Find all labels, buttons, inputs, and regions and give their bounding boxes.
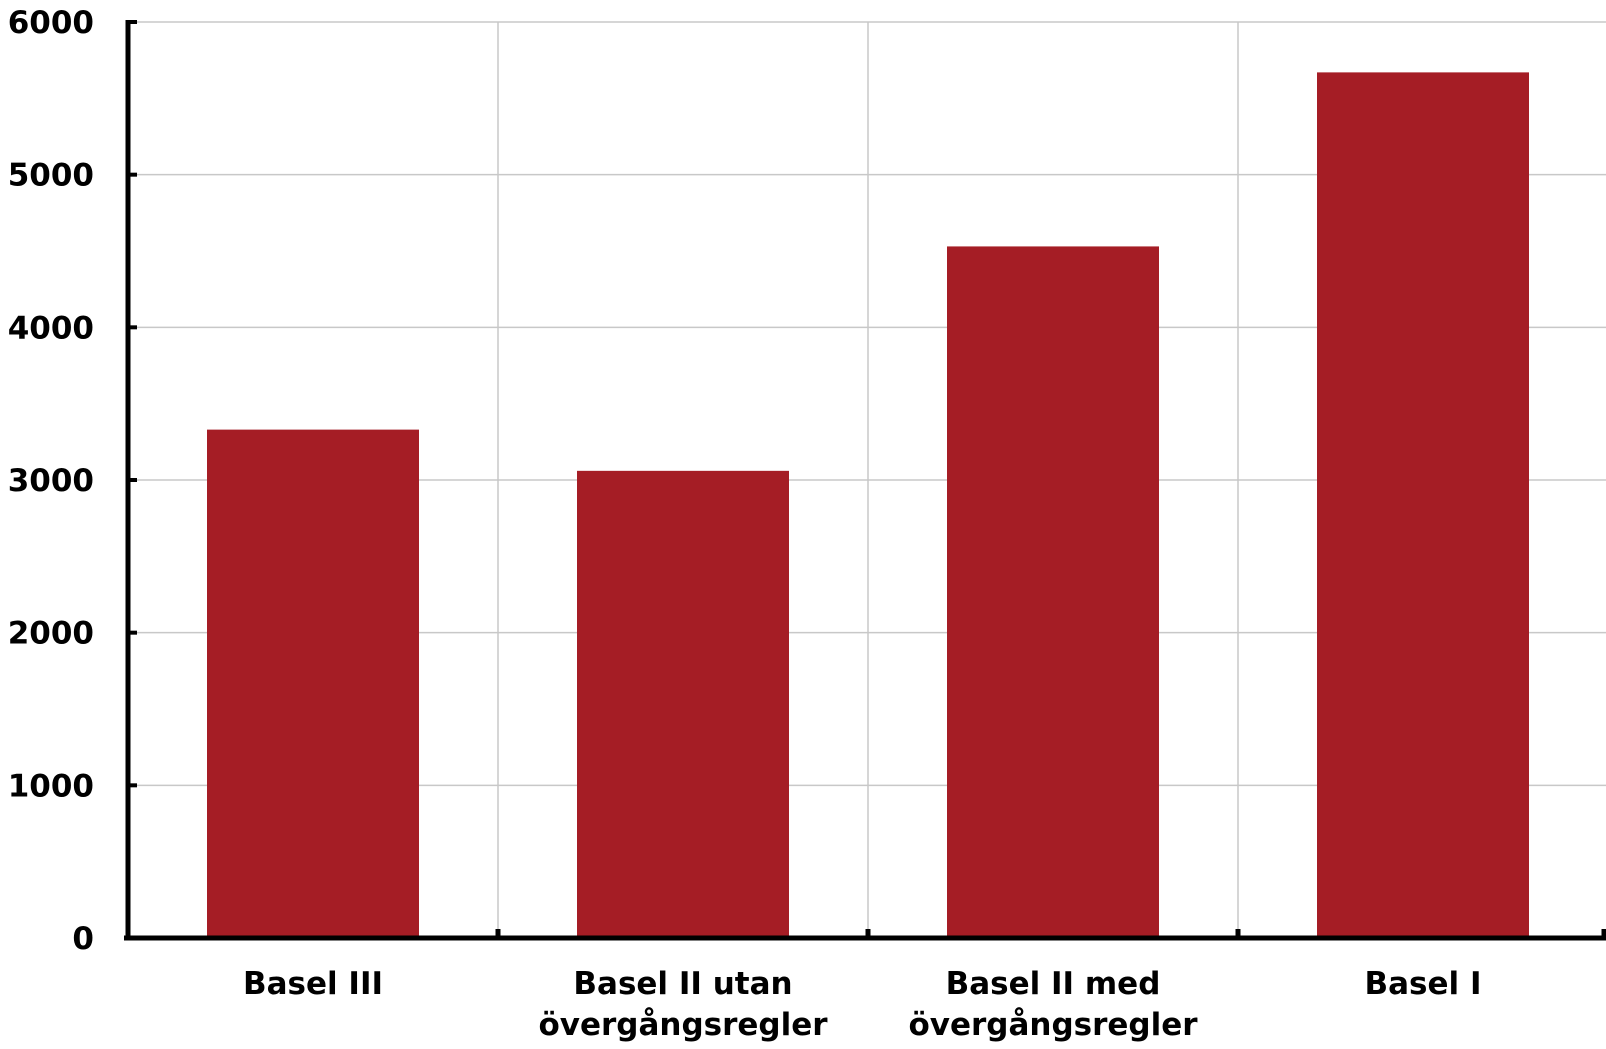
- x-category-label: övergångsregler: [908, 1007, 1198, 1043]
- y-tick-label: 6000: [8, 5, 94, 41]
- x-category-label: Basel II med: [946, 966, 1161, 1002]
- y-tick-label: 1000: [8, 768, 94, 804]
- bar: [577, 470, 789, 937]
- bar: [947, 246, 1159, 938]
- x-category-label: Basel III: [243, 966, 383, 1002]
- x-category-label: Basel I: [1365, 966, 1482, 1002]
- x-category-label: övergångsregler: [538, 1007, 828, 1043]
- axis-layer: [124, 20, 1606, 941]
- y-tick-label: 4000: [8, 310, 94, 346]
- y-tick-label: 5000: [8, 158, 94, 194]
- y-tick-label: 0: [72, 921, 94, 957]
- y-tick-label: 3000: [8, 463, 94, 499]
- bar-layer: [207, 72, 1529, 938]
- bar: [1317, 72, 1529, 937]
- label-layer: 0 1000 2000 3000 4000 5000 6000 Basel III Basel …: [8, 5, 1482, 1043]
- y-tick-label: 2000: [8, 616, 94, 652]
- bar: [207, 429, 419, 937]
- x-category-label: Basel II utan: [573, 966, 792, 1002]
